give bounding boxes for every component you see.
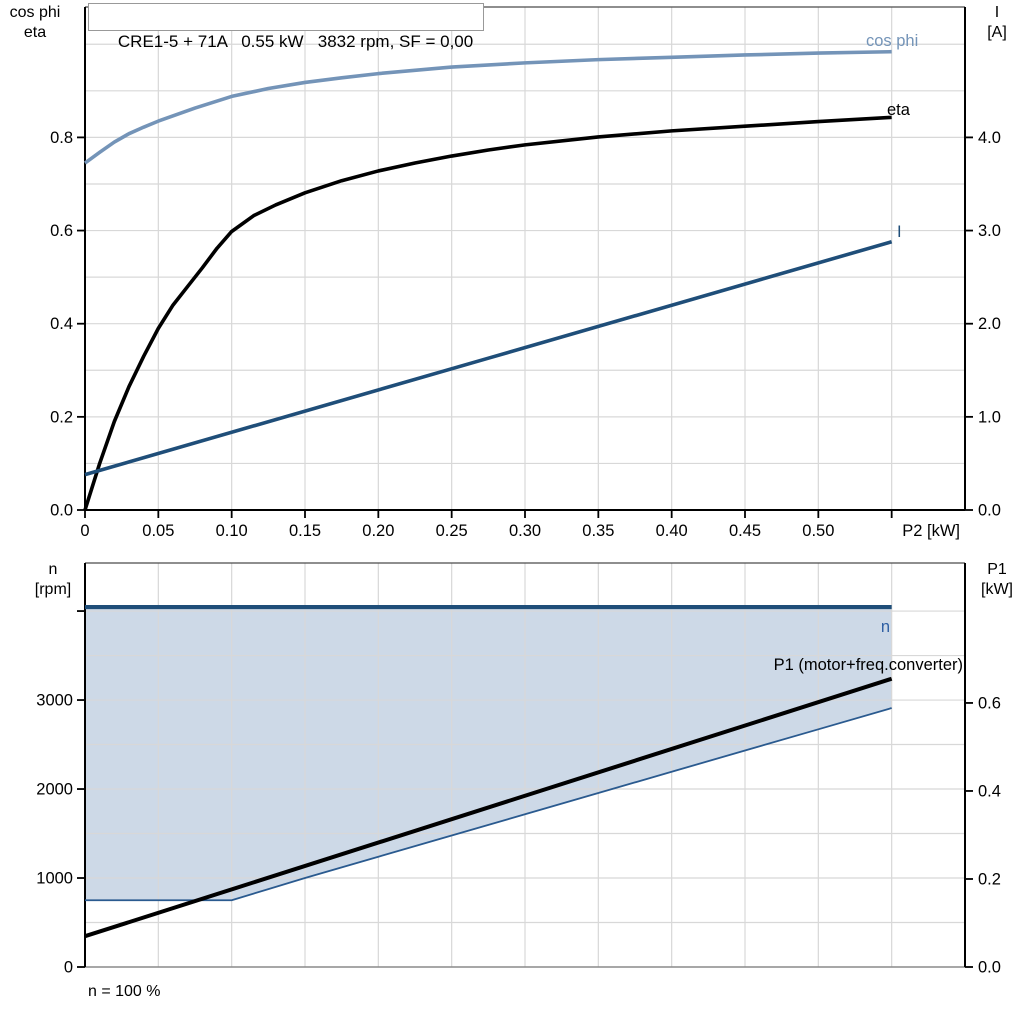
- y-left-tick-label: 0.0: [50, 502, 73, 520]
- series-n-min: [85, 707, 892, 902]
- y-right-axis-unit-ampere: [A]: [987, 24, 1007, 41]
- y-left-axis-title-speed: n: [48, 561, 58, 578]
- x-tick-label: 0.15: [289, 522, 321, 540]
- x-tick-label: 0: [80, 522, 89, 540]
- curve-label-cos-phi: cos phi: [866, 32, 918, 50]
- x-tick-label: 0.20: [362, 522, 394, 540]
- x-tick-label: 0.40: [656, 522, 688, 540]
- curve-label-i: I: [897, 223, 902, 241]
- y-left-tick-label: 2000: [36, 781, 73, 799]
- y-left-tick-label: 0.8: [50, 129, 73, 147]
- x-tick-label: 0.05: [142, 522, 174, 540]
- y-left-tick-label: 0.2: [50, 408, 73, 426]
- y-left-tick-label: 0.4: [50, 315, 73, 333]
- series-p1-motor-freq-converter: [84, 676, 893, 939]
- curve-label-p1-motor-freq-converter: P1 (motor+freq.converter): [774, 656, 963, 674]
- speed-percent-note: n = 100 %: [88, 983, 161, 1000]
- x-axis-label: P2 [kW]: [902, 522, 960, 540]
- x-tick-label: 0.50: [802, 522, 834, 540]
- operating-range-band: [85, 607, 892, 901]
- y-left-axis-title-cosphi: cos phi: [9, 4, 61, 21]
- series-eta: [83, 115, 892, 511]
- x-tick-label: 0.25: [436, 522, 468, 540]
- y-right-tick-label: 0.2: [978, 870, 1001, 888]
- y-right-tick-label: 2.0: [978, 315, 1001, 333]
- series-cos-phi: [83, 49, 892, 165]
- y-right-tick-label: 1.0: [978, 408, 1001, 426]
- y-left-axis-unit-rpm: [rpm]: [34, 581, 72, 598]
- chart-title: CRE1-5 + 71A 0.55 kW 3832 rpm, SF = 0,00: [117, 32, 474, 51]
- y-left-tick-label: 0.6: [50, 222, 73, 240]
- y-right-tick-label: 3.0: [978, 222, 1001, 240]
- y-left-tick-label: 3000: [36, 692, 73, 710]
- bottom-right-axis-header: P1 [kW]: [972, 560, 1022, 600]
- top-right-axis-header: I [A]: [972, 3, 1022, 43]
- x-tick-label: 0.35: [582, 522, 614, 540]
- y-right-tick-label: 0.6: [978, 694, 1001, 712]
- y-right-tick-label: 0.0: [978, 959, 1001, 977]
- y-right-tick-label: 4.0: [978, 129, 1001, 147]
- x-tick-label: 0.45: [729, 522, 761, 540]
- y-right-axis-title-current: I: [994, 4, 1000, 21]
- y-left-axis-title-eta: eta: [23, 24, 47, 41]
- top-left-axis-header: cos phi eta: [4, 3, 66, 43]
- curve-label-eta: eta: [887, 101, 911, 119]
- y-right-tick-label: 0.4: [978, 782, 1001, 800]
- y-right-axis-title-p1: P1: [987, 561, 1007, 578]
- y-right-axis-unit-kw: [kW]: [981, 581, 1013, 598]
- y-left-tick-label: 1000: [36, 870, 73, 888]
- curve-label-n: n: [881, 618, 890, 636]
- x-tick-label: 0.30: [509, 522, 541, 540]
- chart-title-box: CRE1-5 + 71A 0.55 kW 3832 rpm, SF = 0,00: [88, 3, 485, 51]
- bottom-left-axis-header: n [rpm]: [22, 560, 84, 600]
- series-i: [84, 240, 893, 477]
- x-tick-label: 0.10: [216, 522, 248, 540]
- y-left-tick-label: 0: [64, 959, 73, 977]
- y-right-tick-label: 0.0: [978, 502, 1001, 520]
